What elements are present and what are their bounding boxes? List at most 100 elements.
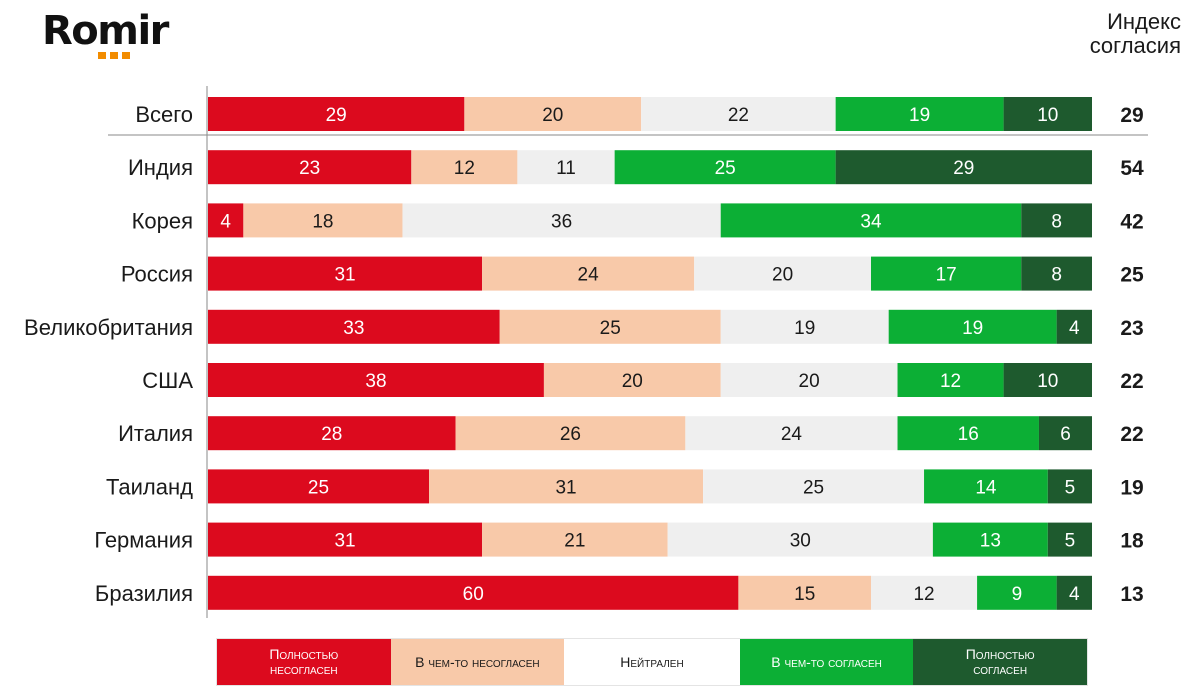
- bar-segment: [871, 575, 978, 610]
- bar-segment: [720, 309, 889, 344]
- bar-segment: [897, 416, 1039, 451]
- chart-legend: Полностью несогласен В чем-то несогласен Не…: [216, 638, 1088, 686]
- bar-segment: [208, 575, 739, 610]
- data-label: 33: [343, 318, 364, 339]
- bar-segment: [641, 97, 836, 131]
- bar-segment: [667, 522, 933, 557]
- bar-segment: [208, 97, 465, 131]
- bar-segment: [685, 416, 898, 451]
- data-label: 36: [551, 211, 572, 232]
- category-label: США: [142, 368, 193, 393]
- logo-dots-icon: [98, 52, 168, 59]
- data-label: 24: [578, 265, 600, 286]
- data-label: 26: [560, 424, 581, 445]
- bar-segment: [871, 256, 1022, 291]
- data-label: 16: [958, 424, 979, 445]
- data-label: 19: [909, 105, 930, 126]
- bar-segment: [1003, 363, 1092, 397]
- logo-text: Romir: [42, 8, 169, 54]
- legend-label-line1: Нейтрален: [620, 653, 684, 670]
- legend-item-text: В чем-то согласен: [771, 654, 882, 670]
- legend-item: Нейтрален: [564, 639, 740, 685]
- legend-label-line2: согласен: [973, 661, 1028, 677]
- bar-segment: [703, 469, 925, 504]
- data-label: 24: [781, 424, 803, 445]
- data-label: 10: [1037, 371, 1058, 392]
- index-title-line2: согласия: [1089, 33, 1181, 58]
- bar-segment: [208, 416, 456, 451]
- bar-segment: [720, 203, 1022, 238]
- bar-segment: [977, 575, 1057, 610]
- bar-segment: [208, 309, 500, 344]
- bar-segment: [429, 469, 704, 504]
- data-label: 18: [312, 211, 333, 232]
- data-label: 28: [321, 424, 342, 445]
- category-label: Германия: [94, 528, 193, 553]
- agreement-index-value: 22: [1120, 423, 1143, 446]
- data-label: 11: [556, 158, 576, 179]
- data-label: 5: [1065, 531, 1076, 552]
- agreement-index-value: 18: [1120, 530, 1144, 553]
- legend-item-text: Нейтрален: [620, 653, 684, 670]
- category-label: Индия: [128, 155, 193, 180]
- data-label: 4: [1069, 318, 1080, 339]
- bar-segment: [455, 416, 686, 451]
- data-label: 25: [600, 318, 621, 339]
- agreement-index-value: 29: [1120, 104, 1143, 127]
- index-title-line1: Индекс: [1107, 9, 1181, 34]
- agreement-index-value: 25: [1120, 264, 1144, 287]
- legend-item: Полностью несогласен: [217, 639, 391, 685]
- bar-segment: [1003, 97, 1092, 131]
- data-label: 20: [772, 265, 793, 286]
- bar-segment: [208, 203, 244, 238]
- data-label: 38: [365, 371, 386, 392]
- data-label: 6: [1060, 424, 1071, 445]
- bar-segment: [932, 522, 1048, 557]
- legend-item-text: В чем-то несогласен: [415, 654, 540, 670]
- bar-segment: [482, 522, 668, 557]
- bar-segment: [243, 203, 403, 238]
- agreement-index-value: 13: [1120, 583, 1143, 606]
- category-label: Бразилия: [95, 581, 193, 606]
- bar-segment: [694, 256, 871, 291]
- data-label: 13: [980, 531, 1001, 552]
- data-label: 60: [463, 584, 484, 605]
- data-label: 12: [940, 371, 961, 392]
- data-label: 14: [975, 477, 997, 498]
- agreement-index-value: 54: [1120, 157, 1144, 180]
- data-label: 20: [542, 105, 563, 126]
- data-label: 22: [728, 105, 749, 126]
- data-label: 30: [790, 531, 811, 552]
- bar-segment: [464, 97, 642, 131]
- bar-segment: [517, 150, 615, 185]
- bar-segment: [208, 256, 483, 291]
- legend-item: В чем-то несогласен: [390, 639, 565, 685]
- data-label: 12: [454, 158, 475, 179]
- bar-segment: [543, 363, 721, 397]
- bar-segment: [1056, 309, 1092, 344]
- data-label: 31: [334, 265, 355, 286]
- data-label: 4: [1069, 584, 1080, 605]
- data-label: 15: [794, 584, 815, 605]
- data-label: 4: [220, 211, 231, 232]
- bar-segment: [1021, 256, 1092, 291]
- legend-item: Полностью согласен: [913, 639, 1087, 685]
- category-label: Великобритания: [24, 315, 193, 340]
- data-label: 21: [564, 531, 585, 552]
- data-label: 20: [799, 371, 820, 392]
- category-label: Всего: [135, 102, 193, 127]
- data-label: 20: [622, 371, 643, 392]
- legend-label-line1: Полностью: [965, 646, 1035, 662]
- bar-segment: [1038, 416, 1092, 451]
- bar-segment: [208, 469, 429, 504]
- agreement-index-value: 23: [1120, 317, 1143, 340]
- data-label: 10: [1037, 105, 1058, 126]
- data-label: 9: [1012, 584, 1023, 605]
- data-label: 12: [913, 584, 934, 605]
- bar-segment: [888, 309, 1057, 344]
- category-label: Корея: [132, 208, 193, 233]
- bar-segment: [897, 363, 1004, 397]
- bar-segment: [1021, 203, 1092, 238]
- bar-segment: [720, 363, 898, 397]
